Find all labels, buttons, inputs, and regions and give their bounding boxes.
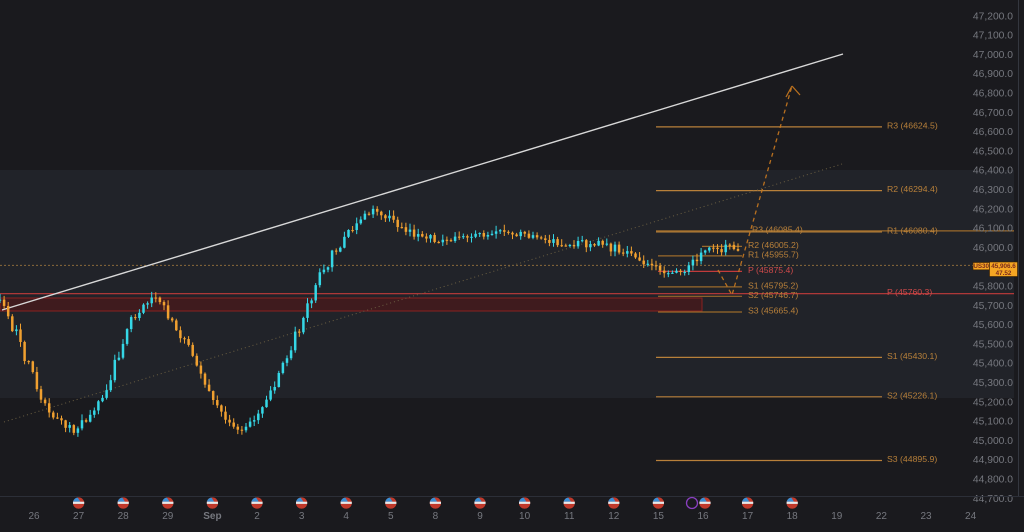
- svg-text:15: 15: [653, 511, 665, 522]
- svg-text:45,600.0: 45,600.0: [973, 320, 1013, 331]
- svg-text:46,200.0: 46,200.0: [973, 204, 1013, 215]
- svg-text:P (45875.4): P (45875.4): [748, 265, 793, 275]
- svg-text:47,100.0: 47,100.0: [973, 31, 1013, 42]
- svg-text:26: 26: [28, 511, 40, 522]
- svg-text:45,800.0: 45,800.0: [973, 282, 1013, 293]
- svg-text:US30: US30: [973, 263, 989, 270]
- svg-text:45,906.6: 45,906.6: [991, 263, 1016, 270]
- svg-text:R1 (45955.7): R1 (45955.7): [748, 249, 799, 259]
- svg-text:46,000.0: 46,000.0: [973, 243, 1013, 254]
- svg-text:17: 17: [742, 511, 754, 522]
- svg-text:R1 (46080.4): R1 (46080.4): [887, 225, 938, 235]
- svg-text:27: 27: [73, 511, 85, 522]
- svg-text:Sep: Sep: [203, 511, 221, 522]
- svg-text:45,000.0: 45,000.0: [973, 436, 1013, 447]
- svg-text:8: 8: [433, 511, 439, 522]
- svg-text:46,900.0: 46,900.0: [973, 69, 1013, 80]
- svg-text:47,000.0: 47,000.0: [973, 50, 1013, 61]
- svg-text:45,300.0: 45,300.0: [973, 378, 1013, 389]
- svg-text:45,400.0: 45,400.0: [973, 359, 1013, 370]
- svg-text:S2 (45746.7): S2 (45746.7): [748, 290, 798, 300]
- svg-text:2: 2: [254, 511, 260, 522]
- svg-text:22: 22: [876, 511, 888, 522]
- svg-text:45,500.0: 45,500.0: [973, 339, 1013, 350]
- svg-text:47.52: 47.52: [996, 270, 1012, 277]
- svg-text:R2 (46005.2): R2 (46005.2): [748, 240, 799, 250]
- svg-text:46,500.0: 46,500.0: [973, 146, 1013, 157]
- svg-text:46,400.0: 46,400.0: [973, 166, 1013, 177]
- svg-text:44,800.0: 44,800.0: [973, 475, 1013, 486]
- svg-text:R2 (46294.4): R2 (46294.4): [887, 184, 938, 194]
- svg-text:46,600.0: 46,600.0: [973, 127, 1013, 138]
- svg-text:10: 10: [519, 511, 531, 522]
- svg-text:45,700.0: 45,700.0: [973, 301, 1013, 312]
- svg-text:46,100.0: 46,100.0: [973, 224, 1013, 235]
- svg-text:P (45760.3): P (45760.3): [887, 287, 932, 297]
- svg-text:44,700.0: 44,700.0: [973, 494, 1013, 505]
- svg-text:45,100.0: 45,100.0: [973, 417, 1013, 428]
- svg-text:S1 (45430.1): S1 (45430.1): [887, 351, 937, 361]
- svg-text:46,300.0: 46,300.0: [973, 185, 1013, 196]
- svg-text:S2 (45226.1): S2 (45226.1): [887, 390, 937, 400]
- svg-text:46,700.0: 46,700.0: [973, 108, 1013, 119]
- svg-text:5: 5: [388, 511, 394, 522]
- svg-text:11: 11: [564, 511, 575, 522]
- svg-text:44,900.0: 44,900.0: [973, 455, 1013, 466]
- svg-text:4: 4: [343, 511, 349, 522]
- svg-text:9: 9: [477, 511, 483, 522]
- svg-text:24: 24: [965, 511, 977, 522]
- svg-text:23: 23: [920, 511, 932, 522]
- svg-text:S3 (45665.4): S3 (45665.4): [748, 305, 798, 315]
- svg-text:S3 (44895.9): S3 (44895.9): [887, 454, 937, 464]
- svg-text:19: 19: [831, 511, 843, 522]
- svg-text:3: 3: [299, 511, 305, 522]
- svg-text:29: 29: [162, 511, 174, 522]
- svg-text:47,200.0: 47,200.0: [973, 11, 1013, 22]
- svg-text:R3 (46624.5): R3 (46624.5): [887, 120, 938, 130]
- svg-text:12: 12: [608, 511, 620, 522]
- svg-text:28: 28: [118, 511, 130, 522]
- svg-text:18: 18: [787, 511, 799, 522]
- svg-text:16: 16: [697, 511, 709, 522]
- svg-text:46,800.0: 46,800.0: [973, 89, 1013, 100]
- svg-text:R3 (46085.4): R3 (46085.4): [752, 224, 803, 234]
- svg-text:45,200.0: 45,200.0: [973, 397, 1013, 408]
